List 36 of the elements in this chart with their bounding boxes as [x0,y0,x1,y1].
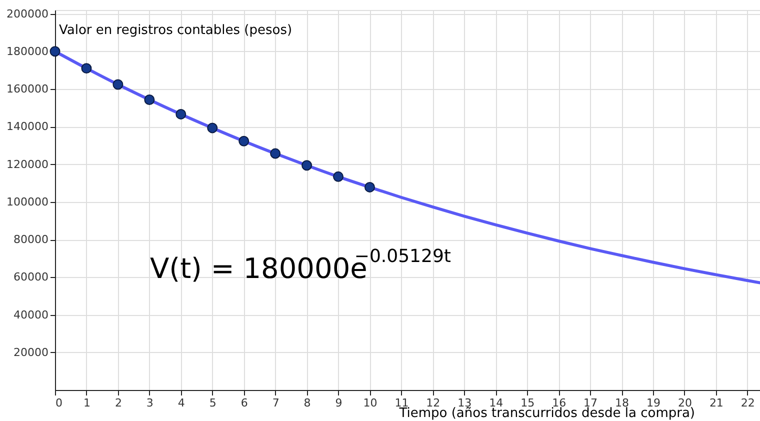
point [50,46,60,57]
point [364,182,375,192]
x-tick-label: 21 [709,396,724,410]
x-tick-label: 6 [240,396,248,410]
x-tick-label: 3 [146,396,154,410]
x-tick-label: 8 [304,396,311,410]
x-tick-label: 10 [363,396,378,410]
x-tick-label: 5 [209,396,216,410]
y-tick-label: 160000 [6,82,48,96]
x-tick-label: 4 [178,396,185,410]
y-tick-label: 100000 [6,195,48,208]
x-tick-label: 0 [56,396,62,410]
point [333,171,344,182]
point [270,148,281,159]
y-tick-label: 140000 [6,120,48,134]
y-tick-label: 120000 [6,158,48,171]
x-tick-label: 9 [335,396,342,410]
point [207,122,218,134]
annotation: V(t) = 180000e−0.05129t [150,246,451,285]
point [238,136,250,146]
point [112,79,124,90]
x-tick-label: 22 [740,396,755,410]
y-tick-label: 40000 [14,308,48,322]
x-tick-label: 2 [114,396,122,410]
y-tick-label: 200000 [6,7,48,20]
x-tick-label: 7 [272,396,280,410]
point [176,108,186,120]
y-tick-label: 180000 [6,44,48,58]
point [302,160,312,171]
y-tick-label: 20000 [14,346,48,359]
y-tick-label: 80000 [14,233,48,246]
point [144,94,155,105]
y-axis-title: Valor en registros contables (pesos) [59,23,292,38]
point [81,63,92,74]
x-tick-label: 1 [83,396,90,410]
y-tick-label: 60000 [14,270,48,284]
